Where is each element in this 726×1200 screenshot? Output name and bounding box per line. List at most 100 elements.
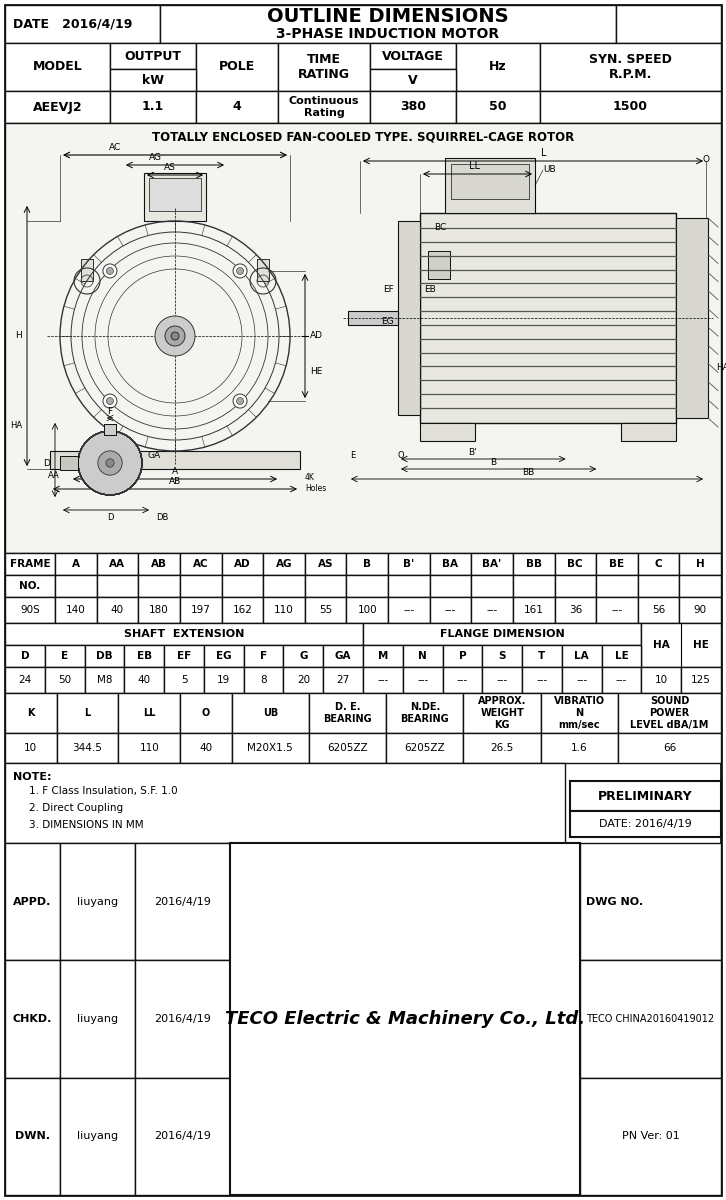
Text: VOLTAGE: VOLTAGE	[382, 49, 444, 62]
Circle shape	[237, 397, 243, 404]
Text: M20X1.5: M20X1.5	[248, 743, 293, 754]
Text: BC: BC	[568, 559, 583, 569]
Bar	[555, 575, 596, 596]
Text: AC: AC	[193, 559, 208, 569]
Text: AA: AA	[110, 559, 126, 569]
Text: 6205ZZ: 6205ZZ	[327, 743, 368, 754]
Text: 40: 40	[111, 605, 124, 614]
Bar	[55, 553, 97, 575]
Bar	[420, 422, 475, 440]
Text: BE: BE	[609, 559, 624, 569]
Text: NO.: NO.	[20, 581, 41, 590]
Bar	[305, 596, 346, 623]
Bar	[5, 596, 55, 623]
Bar	[60, 456, 78, 470]
Bar	[196, 91, 278, 122]
Bar	[221, 575, 263, 596]
Text: TOTALLY ENCLOSED FAN-COOLED TYPE. SQUIRREL-CAGE ROTOR: TOTALLY ENCLOSED FAN-COOLED TYPE. SQUIRR…	[152, 131, 574, 144]
Text: ---: ---	[417, 674, 428, 685]
Text: 40: 40	[138, 674, 151, 685]
Bar	[370, 68, 456, 91]
Circle shape	[155, 316, 195, 356]
Bar	[5, 692, 57, 733]
Text: ---: ---	[537, 674, 547, 685]
Text: 380: 380	[400, 101, 426, 114]
Bar	[420, 214, 676, 422]
Text: 1.6: 1.6	[571, 743, 587, 754]
Text: 100: 100	[357, 605, 377, 614]
Text: F: F	[107, 407, 113, 416]
Bar	[5, 667, 45, 692]
Bar	[363, 667, 403, 692]
Text: liuyang: liuyang	[77, 1132, 118, 1141]
Bar	[621, 422, 676, 440]
Bar	[471, 553, 513, 575]
Text: N: N	[418, 650, 427, 661]
Text: APPROX.
WEIGHT
KG: APPROX. WEIGHT KG	[478, 696, 526, 730]
Bar	[388, 553, 430, 575]
Bar	[642, 667, 681, 692]
Bar	[257, 259, 269, 281]
Text: O: O	[202, 708, 210, 718]
Bar	[60, 960, 135, 1078]
Text: P: P	[459, 650, 466, 661]
Bar	[135, 842, 230, 960]
Text: 3-PHASE INDUCTION MOTOR: 3-PHASE INDUCTION MOTOR	[277, 26, 499, 41]
Text: BC: BC	[434, 222, 446, 232]
Bar	[5, 122, 721, 553]
Text: 10: 10	[655, 674, 668, 685]
Bar	[388, 596, 430, 623]
Bar	[204, 667, 244, 692]
Bar	[5, 553, 55, 575]
Text: AB: AB	[169, 476, 181, 486]
Text: A: A	[72, 559, 80, 569]
Bar	[522, 646, 562, 667]
Bar	[430, 553, 471, 575]
Bar	[180, 596, 221, 623]
Text: E: E	[351, 451, 356, 460]
Bar	[386, 692, 463, 733]
Bar	[616, 5, 721, 43]
Text: DATE: 2016/4/19: DATE: 2016/4/19	[599, 818, 692, 829]
Text: E: E	[61, 650, 68, 661]
Text: 4K
Holes: 4K Holes	[305, 473, 326, 493]
Bar	[5, 43, 110, 91]
Bar	[138, 553, 180, 575]
Text: O: O	[398, 451, 404, 460]
Bar	[138, 596, 180, 623]
Text: DWN.: DWN.	[15, 1132, 50, 1141]
Text: AEEVJ2: AEEVJ2	[33, 101, 82, 114]
Bar	[463, 692, 541, 733]
Text: FLANGE DIMENSION: FLANGE DIMENSION	[440, 629, 565, 638]
Bar	[232, 692, 309, 733]
Text: ---: ---	[576, 674, 587, 685]
Bar	[263, 553, 305, 575]
Text: D. E.
BEARING: D. E. BEARING	[323, 702, 372, 724]
Bar	[278, 91, 370, 122]
Bar	[522, 667, 562, 692]
Bar	[637, 575, 680, 596]
Text: 5: 5	[181, 674, 187, 685]
Bar	[110, 43, 196, 68]
Bar	[471, 575, 513, 596]
Text: 4: 4	[232, 101, 241, 114]
Text: APPD.: APPD.	[13, 896, 52, 907]
Text: AD: AD	[310, 331, 323, 341]
Bar	[346, 553, 388, 575]
Bar	[244, 646, 283, 667]
Bar	[55, 596, 97, 623]
Text: DWG NO.: DWG NO.	[586, 896, 643, 907]
Text: OUTPUT: OUTPUT	[124, 49, 182, 62]
Bar	[463, 733, 541, 763]
Text: 110: 110	[139, 743, 159, 754]
Text: EF: EF	[383, 284, 394, 294]
Circle shape	[237, 268, 243, 275]
Bar	[164, 646, 204, 667]
Bar	[138, 575, 180, 596]
Text: 10: 10	[24, 743, 37, 754]
Bar	[562, 646, 602, 667]
Text: TIME
RATING: TIME RATING	[298, 53, 350, 80]
Bar	[180, 733, 232, 763]
Text: HA: HA	[716, 364, 726, 372]
Text: Hz: Hz	[489, 60, 507, 73]
